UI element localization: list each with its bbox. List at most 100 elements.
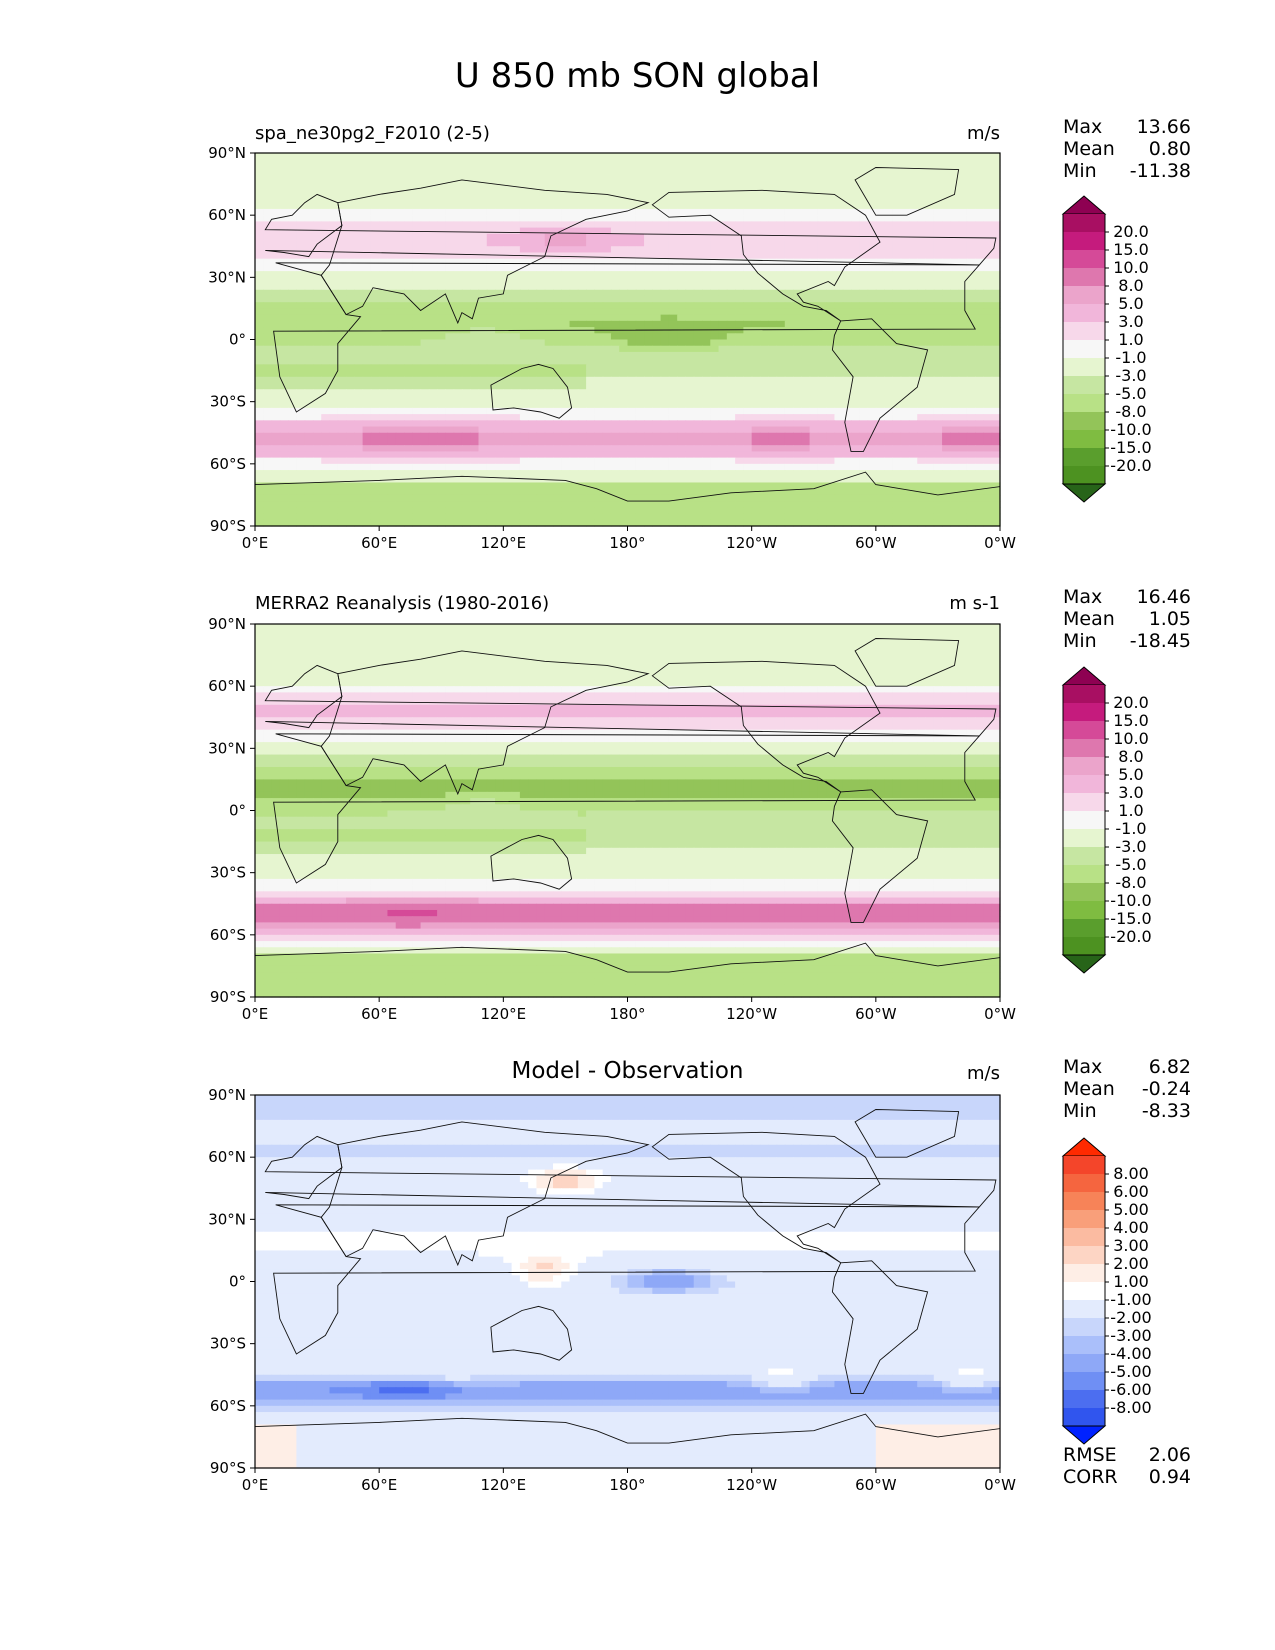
field-cell (983, 165, 993, 173)
field-cell (809, 376, 819, 384)
field-cell (884, 351, 893, 359)
field-cell (917, 159, 927, 167)
field-cell (387, 184, 397, 191)
field-cell (933, 345, 943, 353)
field-cell (793, 264, 802, 272)
field-cell (379, 407, 389, 415)
field-cell (842, 295, 852, 303)
field-cell (801, 240, 811, 247)
field-cell (412, 451, 422, 459)
field-cell (975, 295, 985, 303)
field-cell (263, 451, 273, 459)
field-cell (991, 370, 1001, 378)
field-cell (387, 389, 397, 397)
field-cell (553, 314, 562, 322)
field-cell (710, 376, 720, 384)
field-cell (751, 177, 761, 185)
field-cell (966, 208, 976, 216)
field-cell (635, 295, 645, 303)
field-cell (453, 227, 463, 235)
field-cell (577, 351, 587, 359)
field-cell (569, 345, 579, 353)
field-cell (561, 470, 571, 477)
field-cell (536, 295, 546, 303)
field-cell (263, 364, 273, 372)
field-cell (859, 271, 869, 278)
field-cell (768, 240, 778, 247)
field-cell (834, 153, 844, 160)
field-cell (867, 221, 877, 229)
field-cell (627, 153, 637, 160)
field-cell (635, 488, 645, 496)
field-cell (826, 277, 836, 285)
field-cell (908, 308, 918, 316)
field-cell (486, 463, 496, 471)
field-cell (445, 184, 455, 191)
field-cell (884, 177, 893, 185)
field-cell (867, 289, 877, 297)
field-cell (644, 190, 653, 198)
field-cell (586, 345, 595, 353)
field-cell (594, 233, 604, 241)
field-cell (362, 271, 372, 278)
field-cell (768, 451, 778, 459)
field-cell (851, 252, 860, 260)
field-cell (362, 277, 372, 285)
field-cell (759, 283, 769, 291)
field-cell (610, 339, 620, 347)
field-cell (900, 376, 910, 384)
field-cell (519, 233, 529, 241)
field-cell (685, 233, 695, 241)
field-cell (991, 177, 1001, 185)
field-cell (917, 277, 927, 285)
field-cell (892, 476, 902, 484)
field-cell (428, 240, 438, 247)
field-cell (528, 308, 538, 316)
field-cell (917, 339, 927, 347)
field-cell (851, 463, 860, 471)
field-cell (975, 333, 985, 341)
field-cell (445, 246, 455, 254)
field-cell (437, 438, 446, 446)
field-cell (577, 482, 587, 490)
field-cell (453, 389, 463, 397)
field-cell (602, 488, 612, 496)
field-cell (312, 451, 322, 459)
field-cell (470, 320, 480, 328)
field-cell (321, 308, 331, 316)
field-cell (801, 252, 811, 260)
field-cell (569, 196, 579, 204)
field-cell (801, 165, 811, 173)
field-cell (594, 208, 604, 216)
field-cell (652, 196, 662, 204)
field-cell (991, 264, 1001, 272)
field-cell (950, 370, 960, 378)
field-cell (263, 358, 273, 365)
field-cell (668, 438, 678, 446)
field-cell (884, 153, 893, 160)
field-cell (420, 153, 430, 160)
field-cell (428, 165, 438, 173)
field-cell (668, 171, 678, 179)
field-cell (867, 488, 877, 496)
field-cell (983, 240, 993, 247)
field-cell (635, 333, 645, 341)
field-cell (991, 190, 1001, 198)
field-cell (917, 190, 927, 198)
field-cell (668, 395, 678, 403)
field-cell (644, 351, 653, 359)
field-cell (751, 233, 761, 241)
field-cell (677, 438, 687, 446)
field-cell (966, 389, 976, 397)
field-cell (884, 445, 893, 452)
field-cell (793, 177, 802, 185)
field-cell (346, 476, 355, 484)
field-cell (445, 438, 455, 446)
field-cell (991, 476, 1001, 484)
field-cell (726, 271, 736, 278)
field-cell (395, 264, 405, 272)
field-cell (544, 445, 554, 452)
field-cell (875, 389, 885, 397)
field-cell (346, 153, 355, 160)
field-cell (569, 153, 579, 160)
